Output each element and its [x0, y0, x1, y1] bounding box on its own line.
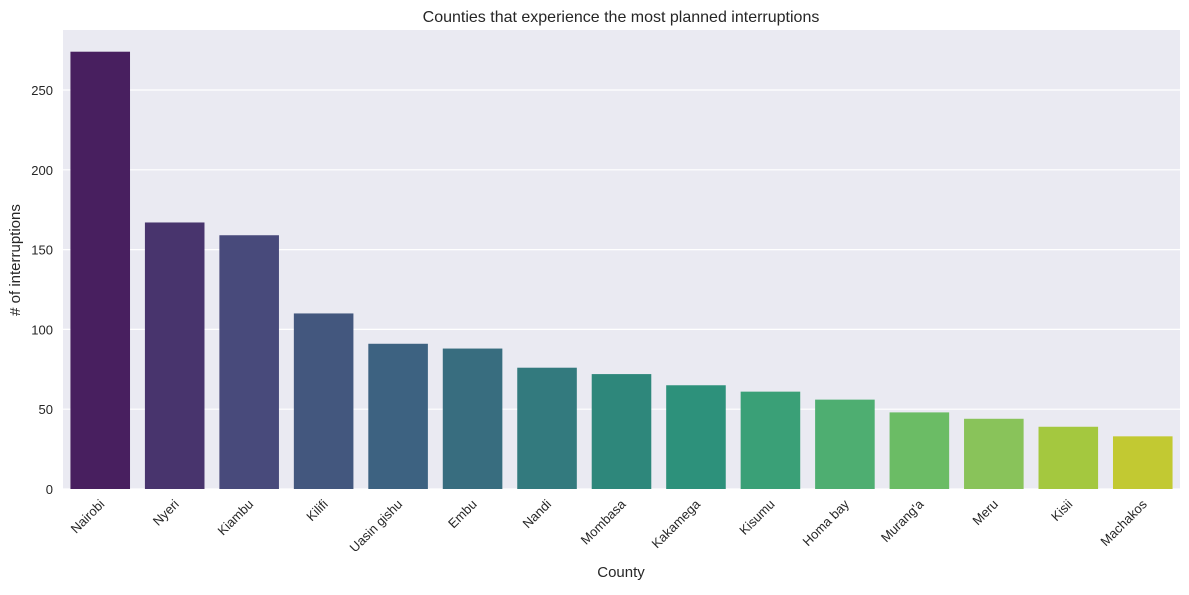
x-tick-label: Embu: [445, 497, 480, 532]
x-tick-label: Kakamega: [649, 496, 704, 551]
bar: [1038, 426, 1099, 489]
y-tick-label: 150: [31, 243, 53, 258]
x-tick-label: Nairobi: [68, 496, 108, 536]
bar: [517, 367, 577, 489]
bar: [144, 222, 205, 489]
bar: [293, 313, 354, 489]
bar: [442, 348, 503, 489]
x-axis-label: County: [597, 564, 645, 581]
bar: [964, 418, 1024, 489]
bar: [889, 412, 950, 489]
x-tick-label: Nyeri: [150, 496, 182, 528]
bar: [666, 385, 726, 489]
x-tick-label: Homa bay: [800, 496, 853, 549]
chart-title: Counties that experience the most planne…: [423, 9, 820, 26]
x-tick-label: Kilifi: [303, 496, 331, 524]
x-tick-label: Kiambu: [215, 497, 257, 539]
bar: [815, 399, 875, 489]
x-tick-label: Murang'a: [878, 496, 927, 545]
y-tick-label: 0: [46, 482, 53, 497]
y-tick-label: 200: [31, 163, 53, 178]
bar: [368, 343, 428, 489]
y-tick-label: 50: [39, 402, 53, 417]
x-tick-label: Meru: [969, 497, 1001, 529]
x-tick-label: Nandi: [520, 496, 555, 531]
y-axis-label: # of interruptions: [7, 204, 24, 316]
y-tick-label: 250: [31, 83, 53, 98]
bar: [740, 391, 801, 489]
x-tick-label: Mombasa: [578, 496, 630, 548]
x-tick-label: Uasin gishu: [347, 497, 406, 556]
x-tick-label: Kisumu: [736, 497, 777, 538]
x-tick-label: Kisii: [1048, 496, 1076, 524]
bar: [1112, 436, 1173, 489]
bar: [591, 374, 652, 489]
x-tick-label: Machakos: [1097, 496, 1150, 549]
bar: [219, 235, 279, 489]
y-tick-label: 100: [31, 322, 53, 337]
bar: [70, 51, 131, 490]
